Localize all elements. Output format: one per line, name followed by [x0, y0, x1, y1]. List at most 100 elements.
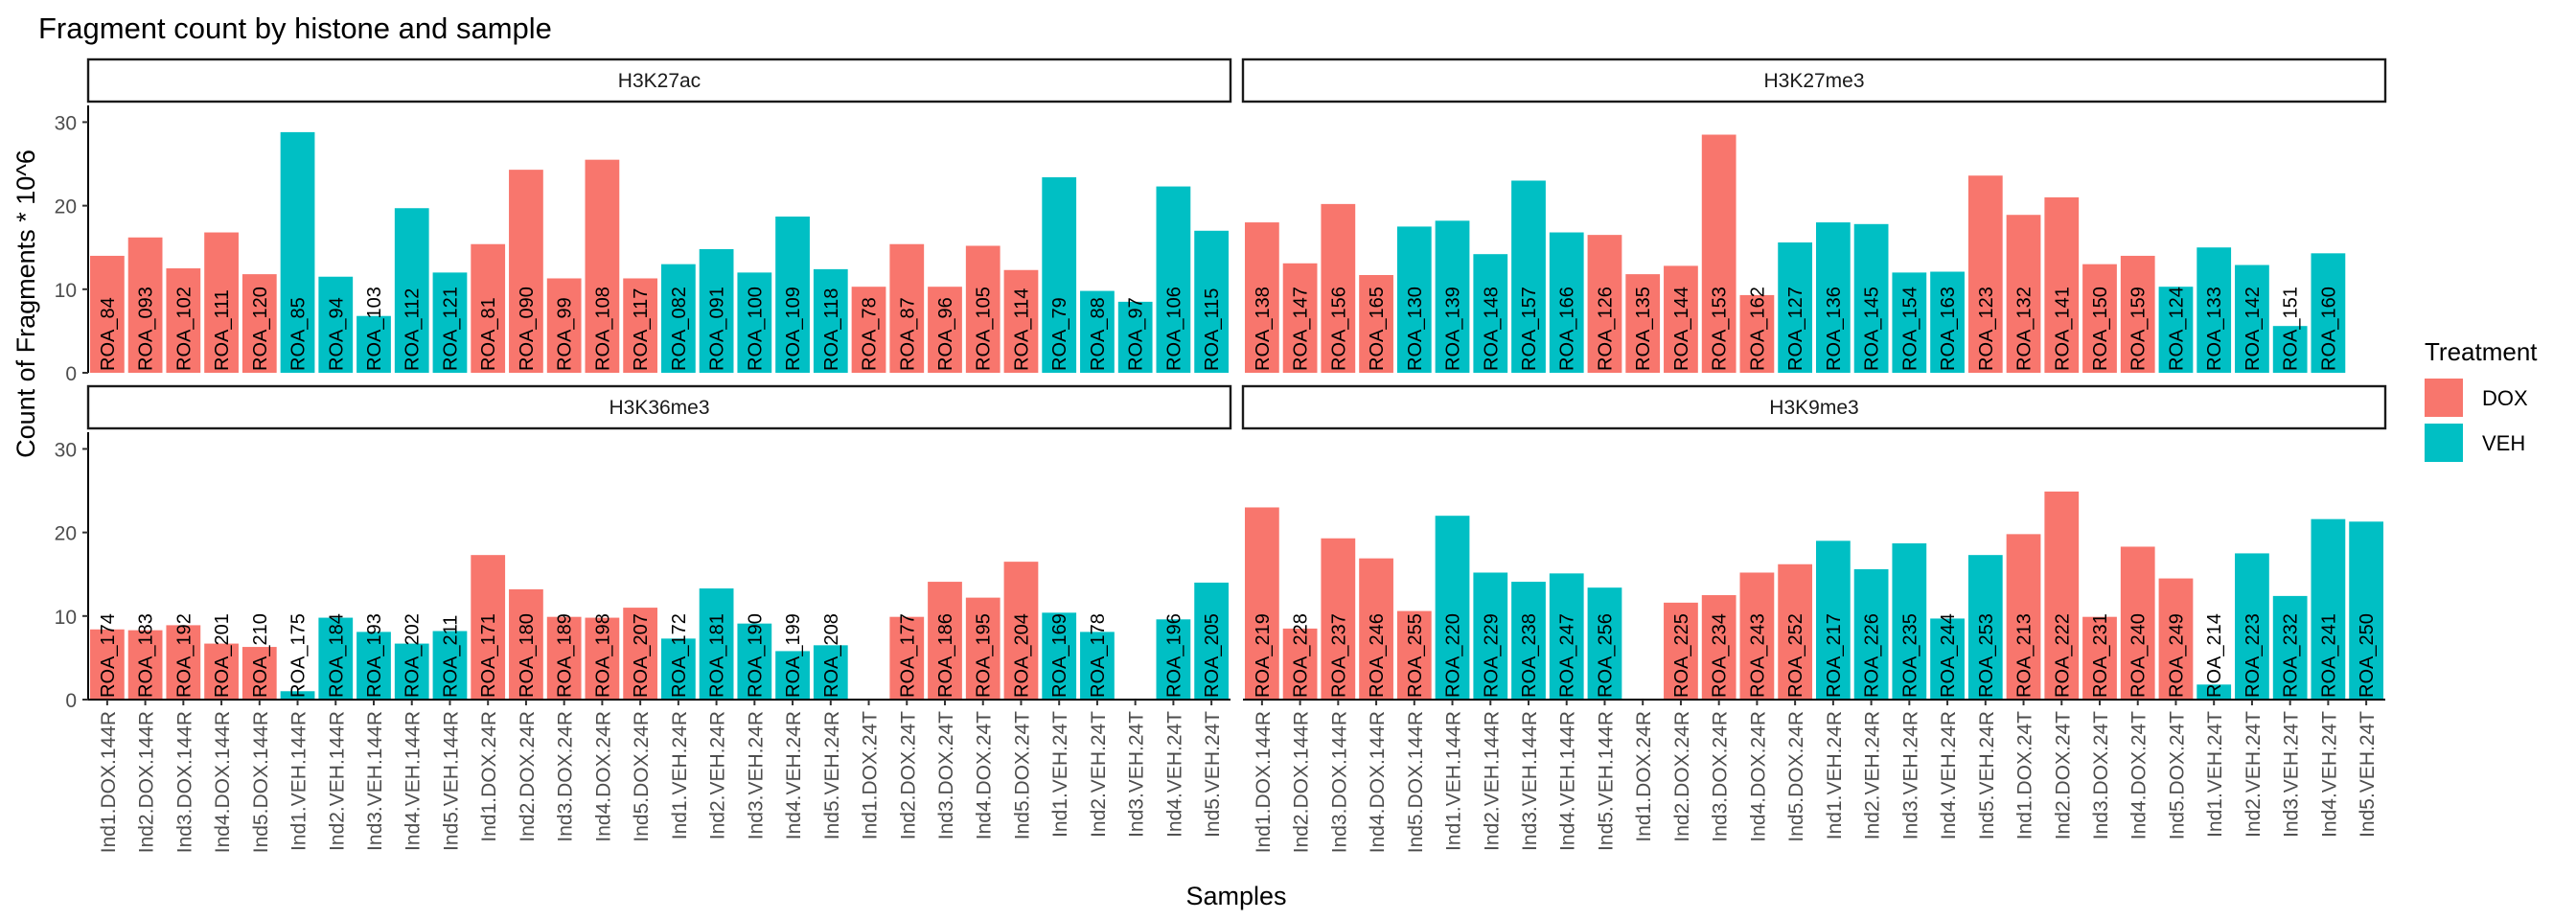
bar: [2311, 253, 2346, 373]
bar-label: ROA_192: [173, 613, 195, 698]
bar-label: ROA_169: [1049, 613, 1070, 698]
x-tick-label: Ind5.DOX.144R: [250, 711, 272, 853]
bar-label: ROA_226: [1862, 613, 1883, 698]
bar: [2044, 491, 2080, 700]
bar-label: ROA_217: [1824, 613, 1845, 698]
bar: [280, 691, 315, 700]
x-tick-label: Ind4.DOX.144R: [1367, 711, 1389, 853]
bar: [813, 268, 848, 373]
bar-label: ROA_81: [478, 297, 499, 371]
x-tick-label: Ind4.DOX.24T: [2128, 711, 2150, 840]
bar-label: ROA_213: [2014, 613, 2036, 698]
bar: [1930, 271, 1965, 373]
bar-label: ROA_117: [631, 288, 652, 371]
bar-label: ROA_147: [1291, 287, 1312, 371]
bar-label: ROA_150: [2090, 287, 2111, 371]
bar: [1967, 175, 2003, 373]
bar-label: ROA_87: [897, 297, 918, 371]
bar-label: ROA_091: [707, 287, 728, 371]
bar-label: ROA_198: [592, 613, 613, 698]
legend-swatch-dox: [2425, 379, 2463, 417]
bar: [889, 616, 925, 700]
bar: [1435, 220, 1470, 373]
bar: [509, 588, 543, 700]
bar-label: ROA_240: [2128, 613, 2150, 698]
x-tick-label: Ind4.VEH.144R: [1557, 711, 1579, 851]
bar: [432, 272, 468, 374]
strip-label: H3K9me3: [1769, 397, 1858, 419]
x-tick-label: Ind3.VEH.144R: [364, 711, 386, 851]
bar: [318, 617, 354, 700]
x-tick-label: Ind1.VEH.24R: [1824, 711, 1846, 840]
bar: [1587, 235, 1622, 373]
bar-label: ROA_090: [517, 287, 538, 371]
x-tick-label: Ind5.DOX.144R: [1405, 711, 1427, 853]
x-tick-label: Ind1.DOX.144R: [1253, 711, 1275, 853]
bar: [471, 555, 506, 700]
bar-label: ROA_178: [1088, 613, 1109, 698]
strip-label: H3K27me3: [1763, 70, 1864, 92]
bar: [2158, 578, 2194, 700]
bar-label: ROA_208: [821, 613, 842, 698]
bar: [1701, 595, 1736, 700]
bar-label: ROA_207: [631, 613, 652, 698]
bar: [2082, 264, 2117, 373]
bar-label: ROA_243: [1747, 613, 1768, 698]
x-tick-label: Ind1.DOX.24T: [2014, 711, 2036, 840]
bar: [1042, 176, 1077, 373]
bar: [1739, 294, 1775, 373]
bar-label: ROA_082: [669, 287, 690, 371]
bar: [1853, 223, 1889, 373]
bar: [1156, 186, 1191, 373]
bar-label: ROA_165: [1367, 287, 1388, 371]
bar: [89, 629, 125, 700]
bar-label: ROA_132: [2014, 287, 2036, 371]
bar: [204, 232, 239, 373]
bar: [1359, 274, 1393, 373]
bar-label: ROA_220: [1443, 613, 1464, 698]
bar-label: ROA_205: [1202, 613, 1223, 698]
bar: [2044, 196, 2080, 373]
bar-label: ROA_108: [592, 287, 613, 371]
bar-label: ROA_211: [440, 615, 461, 698]
bar-label: ROA_190: [745, 613, 766, 698]
bar: [204, 643, 239, 700]
bar-label: ROA_202: [402, 613, 424, 698]
panel-h3k27me3: H3K27me3 ROA_138 ROA_147 ROA_156 ROA_165 ROA_…: [1241, 58, 2387, 374]
bar: [1156, 619, 1191, 700]
x-tick-label: Ind1.VEH.24R: [669, 711, 691, 840]
bar-label: ROA_148: [1481, 287, 1502, 371]
bar-label: ROA_255: [1405, 613, 1426, 698]
bar: [1967, 555, 2003, 700]
bar: [2006, 534, 2041, 700]
x-tick-label: Ind2.VEH.24T: [1088, 711, 1110, 838]
panels-layer: H3K27ac ROA_84 ROA_093 ROA_102 ROA_111 ROA_12…: [55, 58, 2387, 853]
bar: [1282, 263, 1318, 373]
x-tick-label: Ind5.DOX.24R: [631, 711, 653, 842]
bar-label: ROA_222: [2052, 613, 2073, 698]
x-tick-label: Ind2.VEH.24R: [707, 711, 729, 840]
bar-label: ROA_172: [669, 613, 690, 698]
x-axis-title: Samples: [1185, 882, 1286, 910]
bar: [1587, 587, 1622, 700]
bar: [1892, 542, 1927, 700]
bar: [432, 631, 468, 700]
bar-label: ROA_142: [2242, 287, 2264, 371]
bar: [1117, 301, 1153, 373]
strip-box: [1241, 384, 2387, 430]
bar: [965, 245, 1000, 373]
bar-label: ROA_193: [364, 613, 385, 698]
bar-label: ROA_219: [1253, 613, 1274, 698]
x-tick-label: Ind1.DOX.144R: [98, 711, 120, 853]
y-tick-label: 30: [55, 112, 77, 134]
x-tick-label: Ind5.VEH.24T: [1202, 711, 1224, 838]
bar: [2006, 215, 2041, 373]
bar: [1244, 222, 1279, 373]
bar-label: ROA_196: [1163, 613, 1184, 698]
x-tick-label: Ind5.DOX.24T: [1011, 711, 1033, 840]
bar: [928, 582, 962, 700]
bar-label: ROA_180: [517, 613, 538, 698]
bar: [2120, 255, 2155, 373]
bar: [1778, 242, 1813, 373]
